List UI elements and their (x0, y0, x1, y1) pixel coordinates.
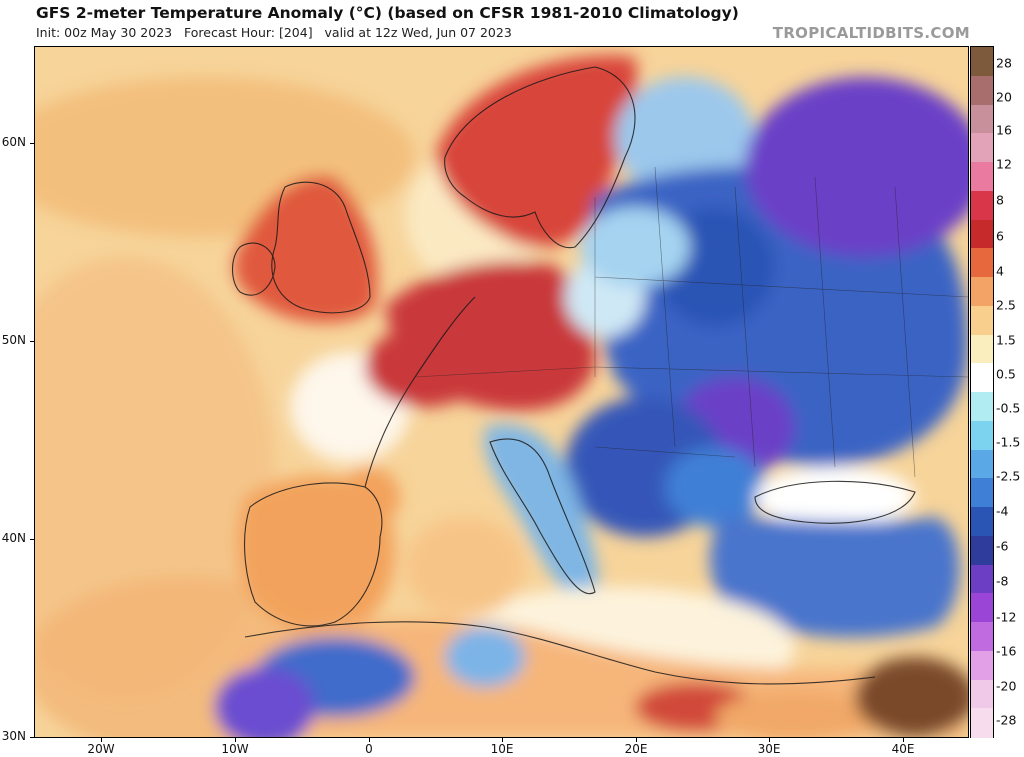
colorbar-swatch (971, 420, 993, 450)
middle-east (855, 657, 968, 737)
iberia-east-warm (340, 467, 400, 527)
black-sea (755, 467, 915, 527)
lon-tick (903, 738, 904, 742)
british-isles (234, 175, 378, 323)
colorbar-label: -12 (996, 609, 1017, 625)
coastline-black-sea (754, 480, 916, 524)
colorbar-label: -20 (996, 678, 1017, 694)
colorbar-swatch (971, 248, 993, 278)
lat-label-30n: 30N (1, 729, 26, 743)
finland-cool (615, 77, 755, 197)
lon-tick (369, 738, 370, 742)
country-borders (414, 166, 968, 478)
lat-label-60n: 60N (1, 135, 26, 149)
colorbar-swatch (971, 334, 993, 364)
colorbar-swatch (971, 47, 993, 77)
colorbar-label: -28 (996, 712, 1017, 728)
colorbar-swatch (971, 478, 993, 508)
colorbar-label: 28 (996, 55, 1012, 71)
colorbar-swatch (971, 277, 993, 307)
lon-label-10e: 10E (490, 742, 514, 756)
colorbar-swatch (971, 392, 993, 422)
lat-tick (30, 143, 34, 144)
temperature-anomaly-map (35, 47, 968, 737)
romania-blue (665, 447, 765, 527)
coastline-europe-west (364, 296, 476, 488)
colorbar-swatch (971, 219, 993, 249)
colorbar-swatch (971, 190, 993, 220)
colorbar-label: -8 (996, 573, 1009, 589)
coastline-scandinavia (444, 66, 636, 249)
colorbar-swatch (971, 133, 993, 163)
lat-tick (30, 737, 34, 738)
colorbar-label: 8 (996, 192, 1004, 208)
colorbar-swatch (971, 650, 993, 680)
colorbar-swatch (971, 162, 993, 192)
colorbar-label: 2.5 (996, 297, 1016, 313)
coastline-ireland (231, 242, 276, 296)
colorbar-label: 4 (996, 263, 1004, 279)
colorbar-label: 6 (996, 228, 1004, 244)
colorbar-swatch (971, 507, 993, 537)
coastline-britain (271, 181, 371, 314)
baltic-light (580, 207, 690, 287)
italy (484, 424, 599, 609)
morocco-purple (215, 667, 315, 737)
colorbar-label: 1.5 (996, 332, 1016, 348)
lon-label-20w: 20W (87, 742, 115, 756)
lat-tick (30, 539, 34, 540)
colorbar-swatch (971, 305, 993, 335)
lon-label-0: 0 (365, 742, 373, 756)
tunisia-blue (445, 627, 525, 687)
lon-label-30e: 30E (757, 742, 781, 756)
lon-label-40e: 40E (891, 742, 915, 756)
lon-label-10w: 10W (221, 742, 249, 756)
colorbar-label: 12 (996, 156, 1012, 172)
coastlines (231, 66, 916, 685)
lon-tick (502, 738, 503, 742)
turkey (710, 517, 960, 638)
lon-tick (636, 738, 637, 742)
watermark: TROPICALTIDBITS.COM (772, 24, 970, 42)
colorbar-label: 16 (996, 122, 1012, 138)
colorbar-label: -2.5 (996, 468, 1021, 484)
lon-tick (101, 738, 102, 742)
lon-tick (769, 738, 770, 742)
colorbar (970, 46, 994, 738)
colorbar-swatch (971, 679, 993, 709)
lat-label-50n: 50N (1, 333, 26, 347)
colorbar-swatch (971, 708, 993, 738)
france-warm (365, 327, 485, 407)
colorbar-label: -0.5 (996, 400, 1021, 416)
colorbar-swatch (971, 564, 993, 594)
coastline-italy (489, 438, 596, 595)
map-title: GFS 2-meter Temperature Anomaly (°C) (ba… (36, 4, 739, 22)
coastline-iberia (244, 482, 383, 627)
tyrrhenian-warm (405, 517, 525, 617)
map-panel[interactable] (34, 46, 969, 738)
scandinavia (435, 55, 637, 248)
lon-tick (235, 738, 236, 742)
coastline-mediterranean-south (244, 621, 876, 685)
colorbar-label: -16 (996, 643, 1017, 659)
colorbar-swatch (971, 535, 993, 565)
colorbar-label: -6 (996, 538, 1009, 554)
colorbar-swatch (971, 75, 993, 105)
western-russia (745, 77, 968, 257)
colorbar-label: 0.5 (996, 366, 1016, 382)
colorbar-label: -1.5 (996, 434, 1021, 450)
colorbar-swatch (971, 622, 993, 652)
egypt-warm (715, 692, 875, 737)
colorbar-label: -4 (996, 503, 1009, 519)
lat-tick (30, 341, 34, 342)
colorbar-swatch (971, 104, 993, 134)
colorbar-swatch (971, 363, 993, 393)
colorbar-swatch (971, 449, 993, 479)
map-subtitle: Init: 00z May 30 2023 Forecast Hour: [20… (36, 25, 512, 40)
colorbar-swatch (971, 593, 993, 623)
lon-label-20e: 20E (624, 742, 648, 756)
colorbar-label: 20 (996, 89, 1012, 105)
lat-label-40n: 40N (1, 531, 26, 545)
